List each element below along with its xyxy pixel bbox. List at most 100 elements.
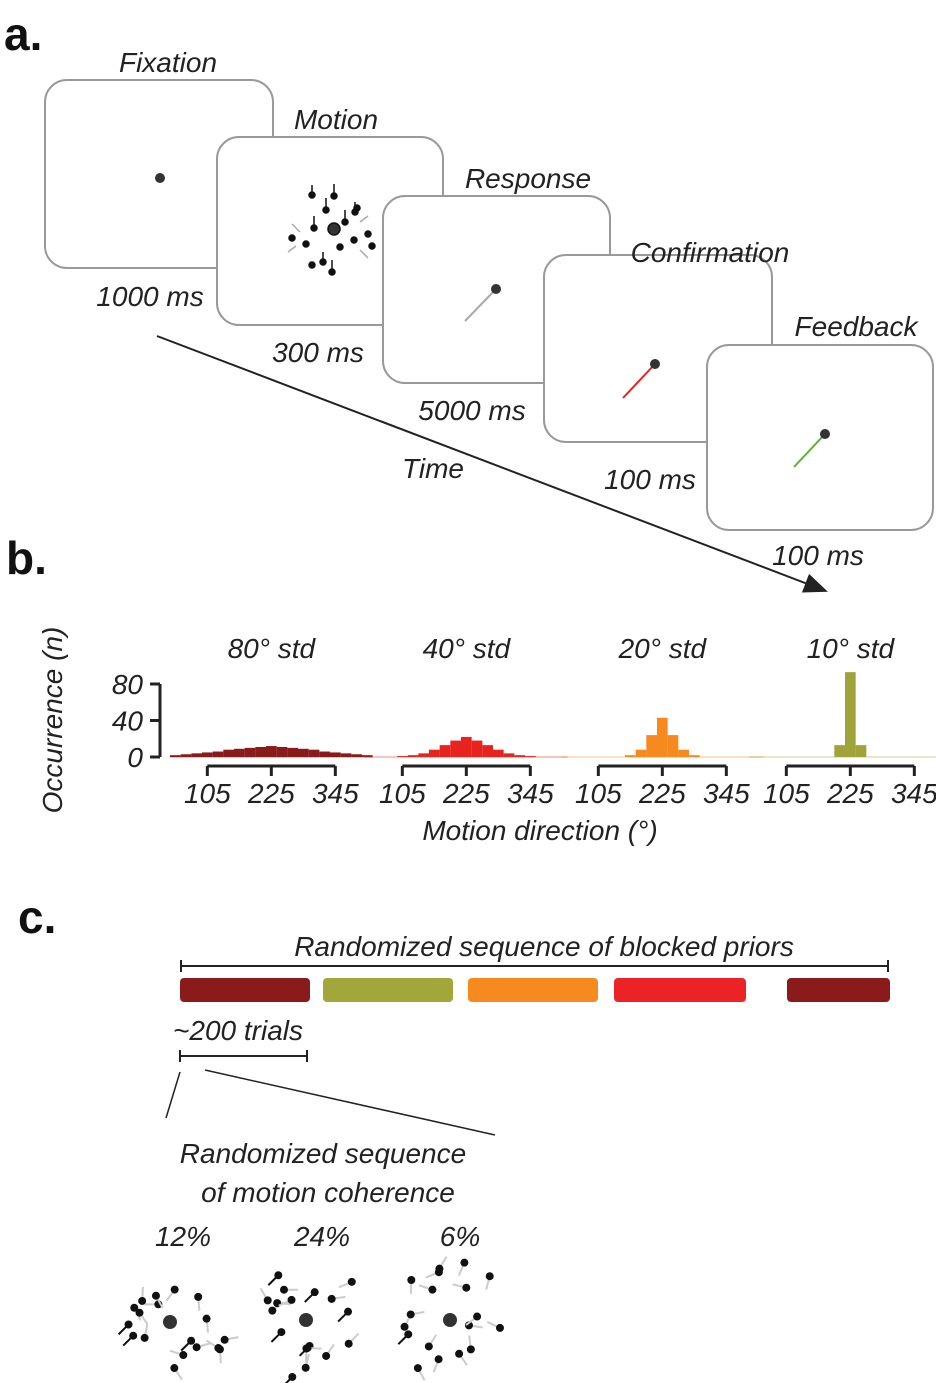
dot <box>327 1294 336 1303</box>
dot <box>455 1349 464 1358</box>
panel-label: a. <box>4 8 42 60</box>
bar <box>170 755 181 757</box>
dot <box>170 1285 179 1294</box>
sequence-label: Randomized sequence of blocked priors <box>294 931 794 962</box>
dot <box>135 1308 144 1317</box>
x-tick-label: 345 <box>507 778 554 809</box>
x-tick-label: 345 <box>891 778 936 809</box>
bar <box>471 740 483 757</box>
bar <box>667 735 679 757</box>
response-line <box>622 363 656 399</box>
fixation-dot <box>491 284 501 294</box>
center-dot <box>163 1315 177 1329</box>
coherence: 12% <box>155 1221 211 1252</box>
bar <box>646 735 657 757</box>
bar <box>625 755 636 757</box>
bar <box>180 754 192 757</box>
dot <box>473 1312 482 1321</box>
bar <box>287 747 298 757</box>
dot <box>434 1355 443 1364</box>
dot <box>428 1285 437 1294</box>
dot <box>220 1335 229 1344</box>
fixation-dot <box>155 173 165 183</box>
dot <box>344 1339 353 1348</box>
bar <box>678 749 689 757</box>
dot <box>413 1364 422 1373</box>
block <box>180 978 310 1002</box>
dot <box>179 1351 188 1360</box>
time-label: Time <box>402 453 464 484</box>
bar <box>429 749 440 757</box>
bar <box>234 748 245 757</box>
dot <box>301 1363 310 1372</box>
bar <box>223 749 234 757</box>
dot <box>192 1343 201 1352</box>
center-dot <box>443 1313 457 1327</box>
block <box>323 978 453 1002</box>
bar <box>689 755 700 757</box>
y-tick-label: 80 <box>112 669 144 700</box>
bar <box>439 745 451 757</box>
bar <box>319 751 330 757</box>
chart-title: 40° std <box>423 633 512 664</box>
coherence-label: of motion coherence <box>201 1177 455 1208</box>
panel-label: c. <box>18 891 56 943</box>
screen-duration: 100 ms <box>604 464 696 495</box>
dot <box>263 1296 272 1305</box>
bar <box>244 747 256 757</box>
bar <box>397 756 408 757</box>
dot <box>140 1333 149 1342</box>
x-tick-label: 345 <box>703 778 750 809</box>
bar <box>834 745 845 757</box>
time-arrow <box>156 335 828 593</box>
coherence-label: Randomized sequence <box>180 1138 466 1169</box>
bar <box>461 736 472 757</box>
response-line <box>793 433 826 468</box>
fixation-dot <box>820 429 830 439</box>
bar <box>493 749 504 757</box>
x-tick-label: 225 <box>826 778 874 809</box>
dot <box>406 1310 415 1319</box>
motion-dots <box>287 184 376 276</box>
center-dot <box>299 1313 313 1327</box>
dot <box>151 1291 160 1300</box>
dot <box>274 1271 283 1280</box>
bar <box>407 755 419 757</box>
trials-label: ~200 trials <box>173 1015 303 1046</box>
bar <box>657 717 668 757</box>
bar <box>255 746 266 757</box>
bar <box>503 753 515 757</box>
dot <box>495 1323 504 1332</box>
dot <box>400 1322 409 1331</box>
bar <box>845 672 856 757</box>
dot <box>407 1276 416 1285</box>
screen <box>706 344 934 531</box>
bar <box>855 745 867 757</box>
block <box>787 978 890 1002</box>
screen-duration: 5000 ms <box>418 395 525 426</box>
bar <box>330 752 341 757</box>
screen-duration: 100 ms <box>772 540 864 571</box>
dot <box>277 1328 286 1337</box>
dot <box>404 1330 413 1339</box>
dot <box>138 1296 147 1305</box>
bar <box>276 746 288 757</box>
bar <box>202 752 213 757</box>
bar <box>308 749 320 757</box>
bar <box>635 749 647 757</box>
dot <box>279 1285 288 1294</box>
x-tick-label: 225 <box>247 778 295 809</box>
bar <box>266 746 277 757</box>
response-line <box>464 288 497 322</box>
dot <box>202 1314 211 1323</box>
dot <box>288 1372 297 1381</box>
chart-title: 20° std <box>618 633 708 664</box>
bar <box>362 755 373 757</box>
dot <box>124 1320 133 1329</box>
x-tick-label: 345 <box>312 778 359 809</box>
dot <box>130 1303 139 1312</box>
bar <box>418 753 429 757</box>
y-tick-label: 0 <box>127 742 143 773</box>
dot <box>187 1336 196 1345</box>
